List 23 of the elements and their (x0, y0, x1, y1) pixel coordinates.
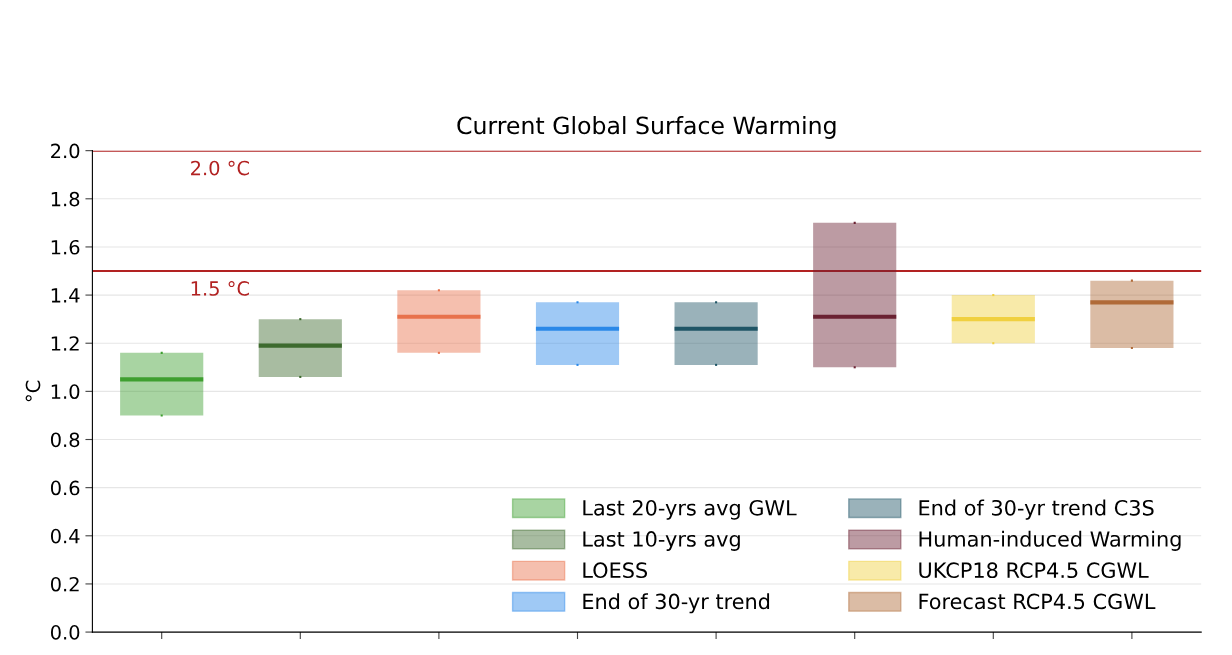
y-tick-label: 1.8 (51, 191, 80, 207)
legend-label: LOESS (583, 562, 648, 579)
y-tick-label: 2.0 (51, 143, 80, 159)
y-tick-label: 0.0 (50, 625, 80, 640)
ref-line-label: 2.0 °C (191, 160, 249, 176)
y-tick-label: 1.6 (51, 239, 80, 255)
legend-label: Last 20-yrs avg GWL (583, 499, 797, 520)
y-tick-label: 1.4 (51, 288, 80, 303)
y-tick-label: 0.2 (50, 576, 79, 592)
legend-label: End of 30-yr trend (583, 593, 770, 614)
legend-label: UKCP18 RCP4.5 CGWL (919, 562, 1149, 579)
legend-label: Human-induced Warming (919, 530, 1181, 551)
legend-label: End of 30-yr trend C3S (919, 499, 1154, 520)
y-axis-title: °C (25, 380, 41, 402)
y-tick-label: 0.6 (50, 480, 80, 496)
legend-label: Last 10-yrs avg (583, 531, 740, 551)
chart-title: Current Global Surface Warming (457, 116, 836, 139)
y-tick-label: 1.2 (51, 336, 79, 351)
legend-label: Forecast RCP4.5 CGWL (919, 593, 1156, 610)
y-tick-label: 0.4 (50, 528, 80, 544)
y-tick-label: 1.0 (51, 384, 80, 400)
ref-line-label: 1.5 °C (191, 281, 249, 296)
y-tick-label: 0.8 (50, 432, 80, 448)
